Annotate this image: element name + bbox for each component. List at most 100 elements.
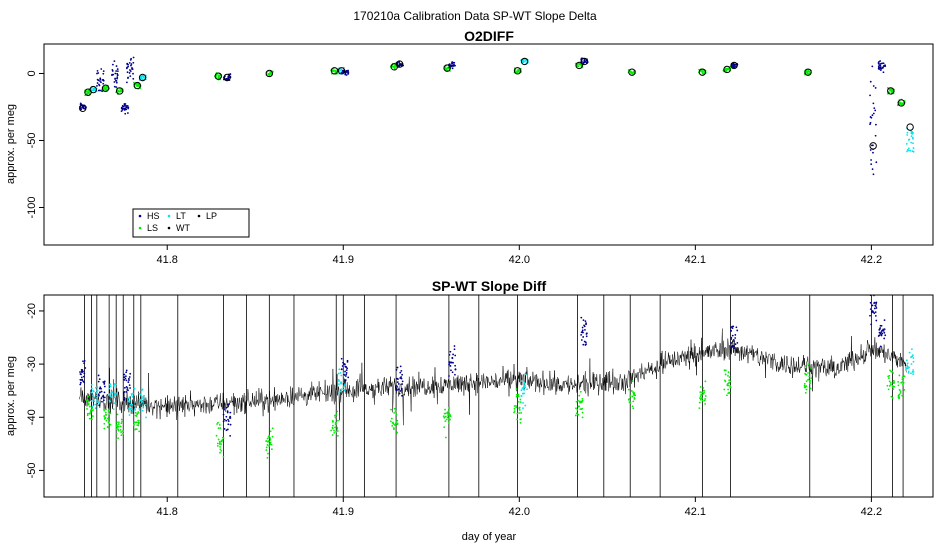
slope-diff-cal-point [446,416,449,419]
slope-diff-cal-point [128,377,130,380]
slope-diff-cal-point [516,418,519,421]
o2diff-point [907,139,910,141]
slope-diff-cal-point [120,434,123,437]
slope-diff-cal-point [338,392,340,395]
slope-diff-cal-point [134,428,136,431]
slope-diff-cal-point [912,373,915,376]
slope-diff-cal-point [113,393,116,396]
slope-diff-trace [78,328,907,426]
o2diff-point [137,84,140,87]
o2diff-point [130,63,133,65]
slope-diff-cal-point [116,425,119,428]
slope-diff-cal-point [227,418,229,421]
slope-diff-cal-point [873,302,876,305]
slope-diff-cal-point [138,430,141,433]
o2diff-point [140,77,143,80]
slope-diff-cal-point [103,422,106,425]
o2diff-mean-marker [723,65,731,74]
o2diff-point [105,89,108,92]
o2diff-point [872,151,874,154]
slope-diff-cal-point [128,414,131,416]
slope-diff-cal-point [391,424,394,427]
slope-diff-cal-point [809,382,811,385]
slope-diff-cal-point [582,331,584,334]
slope-diff-cal-point [907,370,910,373]
slope-diff-cal-point [912,371,915,373]
panel-o2diff-xtick-label: 41.9 [333,254,354,266]
slope-diff-cal-point [877,335,880,337]
slope-diff-cal-point [333,431,336,434]
o2diff-point [116,77,119,80]
slope-diff-cal-point [518,407,521,410]
slope-diff-cal-point [90,391,93,394]
panel-slope-diff-ytick-label: -20 [26,303,38,319]
slope-diff-cal-point [902,381,905,384]
slope-diff-cal-point [869,314,871,317]
slope-diff-cal-point [808,375,811,378]
slope-diff-cal-point [874,311,877,314]
o2diff-point [114,72,117,75]
slope-diff-cal-point [576,408,579,411]
slope-diff-cal-point [515,388,518,390]
slope-diff-cal-point [629,395,632,397]
o2diff-point [334,71,337,74]
slope-diff-cal-point [892,382,895,385]
o2diff-point [111,69,114,71]
slope-diff-cal-point [337,434,339,437]
o2diff-mean-marker [887,87,895,95]
slope-diff-cal-point [86,408,88,410]
o2diff-point [344,73,347,76]
slope-diff-cal-point [271,427,274,430]
o2diff-point [80,108,83,110]
panel-slope-diff-frame [43,294,934,498]
slope-diff-cal-point [125,379,128,382]
slope-diff-cal-point [890,383,892,386]
slope-diff-cal-point [344,370,346,373]
slope-diff-cal-point [890,370,893,373]
o2diff-point [216,73,218,76]
slope-diff-cal-point [107,421,110,424]
slope-diff-cal-point [902,383,904,386]
slope-diff-cal-point [445,418,448,421]
slope-diff-cal-point [338,368,341,371]
slope-diff-cal-point [911,348,913,351]
slope-diff-cal-point [125,371,128,374]
o2diff-point [872,144,874,147]
slope-diff-cal-point [121,420,124,423]
slope-diff-cal-point [109,383,112,386]
legend-marker-hs [138,214,142,218]
o2diff-mean-marker [730,61,738,70]
o2diff-point [451,67,454,70]
slope-diff-cal-point [897,396,900,399]
o2diff-point [136,84,138,87]
o2diff-point [870,163,873,166]
o2diff-point [873,107,876,110]
slope-diff-cal-point [454,368,457,371]
slope-diff-cal-point [524,373,527,376]
slope-diff-cal-point [331,419,334,422]
slope-diff-cal-point [898,374,901,377]
slope-diff-cal-point [345,371,348,374]
slope-diff-cal-point [883,328,886,331]
slope-diff-cal-point [79,381,82,384]
slope-diff-cal-point [401,383,403,385]
slope-diff-cal-point [880,333,883,336]
o2diff-point [871,114,874,117]
slope-diff-cal-point [731,334,734,337]
o2diff-mean-marker [265,69,274,78]
slope-diff-cal-point [345,366,348,369]
slope-diff-cal-point [446,412,449,415]
o2diff-point [899,101,902,104]
slope-diff-cal-point [393,412,396,414]
o2diff-point [102,70,105,72]
slope-diff-cal-point [267,452,269,455]
slope-diff-cal-point [396,366,399,369]
o2diff-point [910,131,913,134]
slope-diff-cal-point [103,415,106,418]
o2diff-point [445,67,448,70]
slope-diff-cal-point [343,384,346,387]
slope-diff-cal-point [878,331,881,334]
slope-diff-cal-point [729,385,732,387]
slope-diff-cal-point [898,389,901,391]
slope-diff-cal-point [585,343,588,345]
